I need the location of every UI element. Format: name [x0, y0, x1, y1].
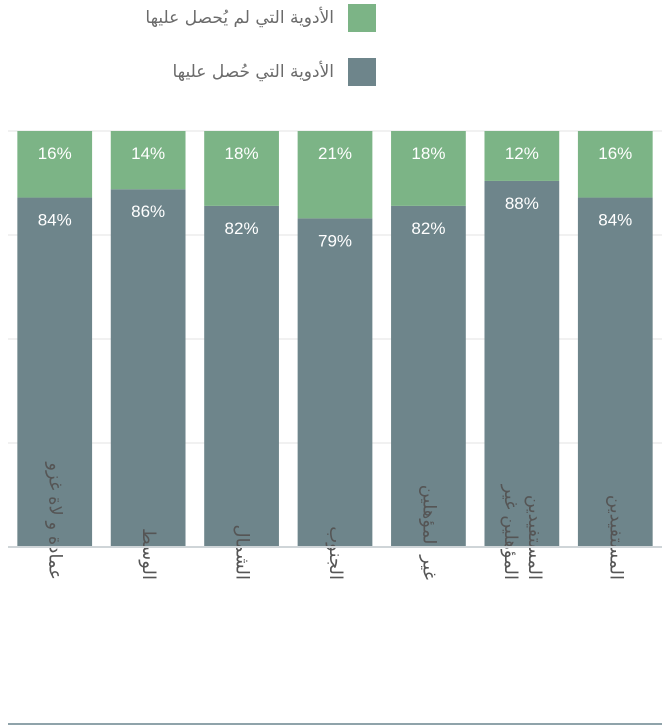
data-label-not-obtained: 16% — [598, 144, 632, 163]
data-label-obtained: 86% — [131, 202, 165, 221]
bar-not-obtained — [204, 131, 279, 206]
data-label-not-obtained: 16% — [38, 144, 72, 163]
category-label: الوسط — [138, 528, 159, 580]
category-label: المؤهلين غير — [500, 484, 521, 580]
legend-label-obtained: الأدوية التي حُصل عليها — [172, 62, 335, 82]
bar-not-obtained — [391, 131, 466, 206]
data-label-not-obtained: 18% — [411, 144, 445, 163]
data-label-obtained: 79% — [318, 231, 352, 250]
legend-item-obtained: الأدوية التي حُصل عليها — [145, 58, 376, 86]
bar-not-obtained — [110, 131, 186, 190]
legend: الأدوية التي لم يُحصل عليها الأدوية التي… — [145, 4, 376, 112]
data-label-obtained: 82% — [411, 219, 445, 238]
legend-item-not-obtained: الأدوية التي لم يُحصل عليها — [145, 4, 376, 32]
category-label: الجنوب — [325, 526, 346, 580]
data-label-not-obtained: 21% — [318, 144, 352, 163]
data-label-not-obtained: 18% — [225, 144, 259, 163]
bar-not-obtained — [577, 131, 653, 198]
bar-obtained — [297, 218, 373, 548]
category-label: المستفيدين — [524, 495, 545, 580]
bar-obtained — [577, 197, 653, 547]
data-label-obtained: 88% — [505, 194, 539, 213]
data-label-obtained: 84% — [598, 211, 632, 230]
data-label-obtained: 84% — [38, 211, 72, 230]
category-label: عمادة و لاة غزو — [45, 461, 66, 580]
legend-swatch-not-obtained — [348, 4, 376, 32]
data-label-not-obtained: 14% — [131, 144, 165, 163]
bar-obtained — [484, 180, 560, 548]
category-label: الشمال — [232, 524, 253, 580]
legend-swatch-obtained — [348, 58, 376, 86]
data-label-not-obtained: 12% — [505, 144, 539, 163]
category-label: المستفيدين — [605, 495, 626, 580]
category-label: غير المؤهلين — [418, 485, 439, 580]
bar-obtained — [204, 205, 279, 547]
bar-obtained — [110, 189, 186, 548]
bar-obtained — [391, 205, 466, 547]
bar-not-obtained — [17, 131, 93, 198]
bar-obtained — [17, 197, 93, 547]
bar-not-obtained — [297, 131, 373, 219]
legend-label-not-obtained: الأدوية التي لم يُحصل عليها — [145, 8, 334, 28]
data-label-obtained: 82% — [225, 219, 259, 238]
bar-not-obtained — [484, 131, 560, 181]
